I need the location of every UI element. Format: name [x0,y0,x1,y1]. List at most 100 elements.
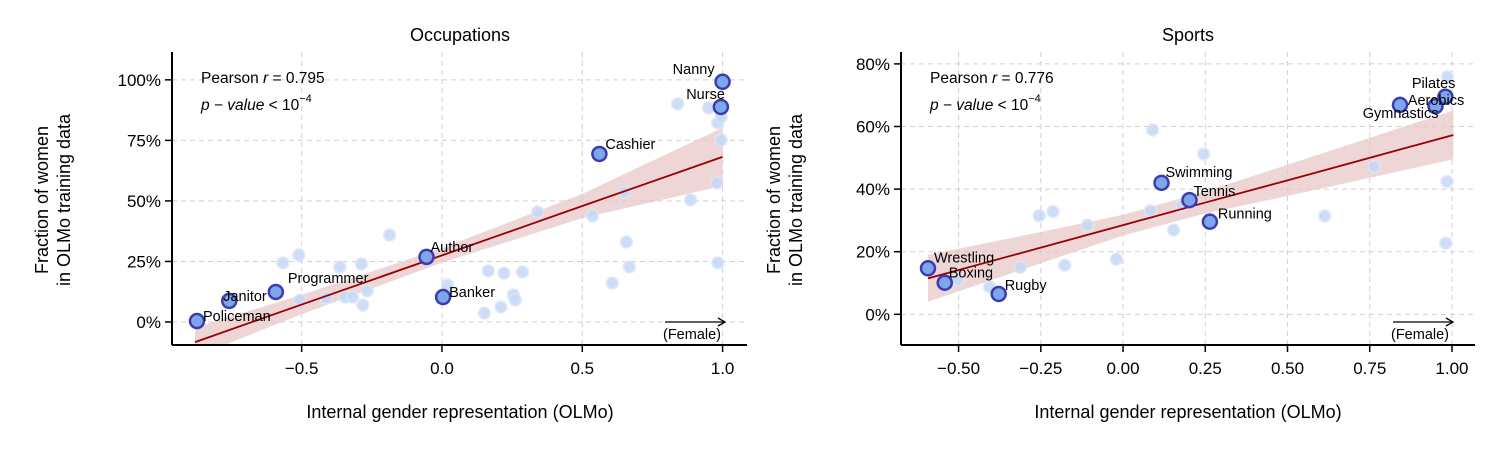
stat-p-exp: −4 [299,93,312,105]
p-value-text: p − value < 10−4 [929,93,1041,114]
arrow-head-icon [717,317,727,327]
point-label: Swimming [1166,165,1233,181]
point-label: Janitor [223,289,267,305]
y-tick-label: 60% [856,118,890,137]
y-tick-label: 75% [127,131,161,150]
highlighted-point [1427,97,1444,115]
point-label: Rugby [1005,278,1048,294]
data-point [711,256,725,270]
highlighted-point [712,98,730,116]
data-point [1046,204,1060,219]
stat-r-var: r [992,70,998,87]
p-value-text: p − value < 10−4 [200,93,312,114]
stat-p-var: p − value [200,97,265,114]
highlighted-point [714,73,731,91]
x-tick-label: 1.0 [711,359,735,378]
data-point [1143,203,1158,218]
highlighted-point [267,283,285,301]
data-point [585,209,600,223]
x-tick-label: −0.50 [937,359,980,378]
y-axis-label-line1: Fraction of women [764,126,784,274]
highlighted-point [1181,191,1198,209]
occupations-chart: Occupations Internal gender representati… [32,25,747,422]
arrow-head-icon [1445,317,1455,327]
data-point [497,266,511,280]
y-tick-label: 100% [118,71,161,90]
pearson-r-text: Pearson r = 0.776 [930,70,1054,87]
data-point [508,293,522,307]
data-point [515,265,530,279]
point-label: Boxing [949,266,993,282]
highlighted-point [1153,174,1170,192]
y-tick-label: 80% [856,55,890,74]
data-point [1440,174,1454,189]
point-label: Policeman [203,309,271,325]
y-tick-label: 25% [127,252,161,271]
plot-area [194,76,729,345]
point-label: Wrestling [934,250,994,266]
data-point [710,176,724,190]
x-tick-label: 0.75 [1353,359,1386,378]
x-tick-label: 0.0 [430,359,454,378]
y-tick-label: 0% [865,305,890,324]
stat-r-var: r [263,70,269,87]
data-point [1317,209,1332,223]
data-point [354,257,369,271]
highlighted-point [591,145,608,163]
point-label: Banker [449,285,495,301]
direction-label: (Female) [1391,327,1449,343]
highlighted-point [220,292,238,310]
highlighted-point [1391,96,1409,114]
point-label: Pilates [1412,76,1456,92]
point-label: Nanny [673,62,716,78]
highlighted-point [418,248,435,266]
data-point [1438,236,1453,251]
data-point [1166,223,1181,237]
stat-p-var: p − value [929,97,994,114]
x-tick-label: 0.00 [1106,359,1139,378]
x-tick-label: 0.5 [570,359,594,378]
data-point [622,260,637,274]
point-label: Nurse [686,87,725,103]
data-point [530,205,545,219]
data-point [1013,260,1028,275]
stat-p-rel: < 10 [993,97,1028,114]
data-point [356,298,370,312]
point-label: Cashier [605,137,655,153]
point-label: Tennis [1193,184,1235,200]
data-point [1196,147,1211,161]
data-point [276,256,290,270]
stat-p-rel: < 10 [264,97,299,114]
stat-prefix: Pearson [201,70,263,87]
highlighted-point [936,274,953,291]
highlighted-point [990,285,1007,303]
data-point [1058,258,1072,272]
data-point [292,248,306,262]
chart-title: Occupations [410,25,510,45]
highlighted-point [1437,88,1454,106]
data-point [1032,208,1046,223]
data-point [1367,159,1381,174]
highlighted-point [919,260,937,277]
stat-prefix: Pearson [930,70,992,87]
data-point [714,133,728,147]
x-axis-label: Internal gender representation (OLMo) [306,402,613,422]
y-axis-label-line1: Fraction of women [32,126,52,274]
y-tick-label: 50% [127,192,161,211]
stat-r-value: = 0.776 [997,70,1053,87]
y-axis-label-line2: in OLMo training data [54,113,74,286]
point-label: Gymnastics [1363,106,1439,122]
x-tick-label: −0.5 [285,359,319,378]
data-point [382,228,397,242]
data-point [333,260,347,274]
pearson-r-text: Pearson r = 0.795 [201,70,325,87]
data-point [1109,252,1124,266]
x-tick-label: 1.00 [1435,359,1468,378]
data-point [494,300,508,314]
y-tick-label: 40% [856,180,890,199]
data-point [683,193,698,207]
direction-label: (Female) [663,327,721,343]
regression-line [194,156,723,343]
y-tick-label: 20% [856,243,890,262]
